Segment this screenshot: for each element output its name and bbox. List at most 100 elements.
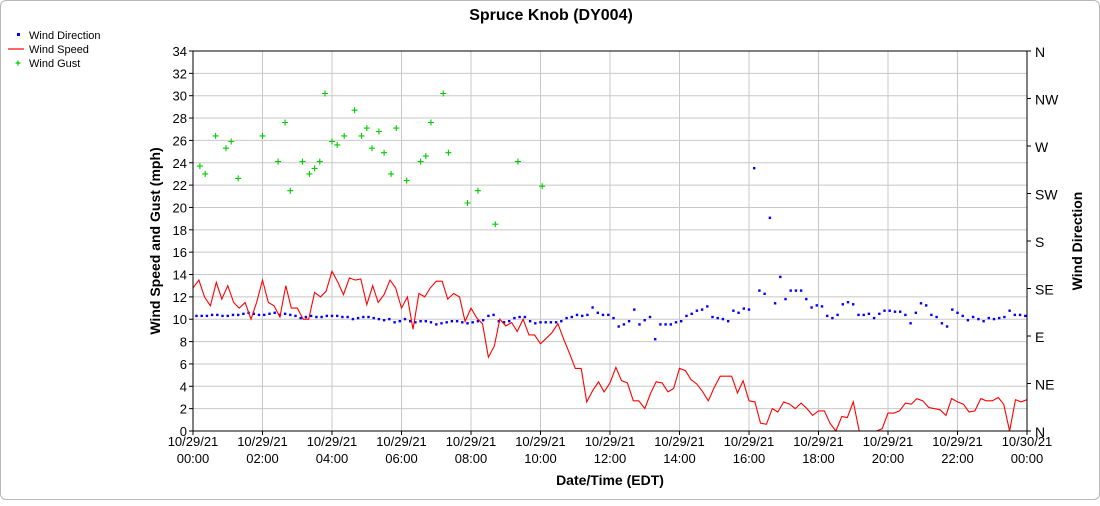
series-layer	[192, 90, 1028, 433]
x-tick-label-time: 12:00	[594, 451, 627, 466]
wind-gust-point	[282, 119, 289, 126]
wind-direction-point	[680, 320, 683, 323]
wind-direction-point	[1024, 314, 1027, 318]
wind-direction-point	[216, 313, 219, 317]
x-tick-label-time: 00:00	[1011, 451, 1044, 466]
y-tick-label: 22	[173, 178, 187, 193]
wind-direction-point	[706, 305, 709, 308]
wind-gust-point	[334, 141, 341, 148]
wind-direction-point	[554, 321, 558, 324]
wind-direction-point	[435, 323, 438, 326]
wind-direction-point	[330, 314, 334, 318]
legend-label-wind-gust: Wind Gust	[29, 58, 80, 70]
wind-direction-point	[857, 313, 860, 317]
wind-direction-point	[445, 321, 448, 324]
wind-gust-point	[403, 177, 410, 184]
wind-direction-point	[398, 320, 401, 323]
wind-direction-point	[721, 317, 725, 321]
y2-axis-ticks: N NE E SE S SW W NW N	[1027, 44, 1059, 440]
wind-gust-point	[393, 125, 400, 132]
wind-gust-point	[351, 107, 358, 114]
wind-direction-point	[674, 321, 678, 324]
wind-gust-point	[329, 138, 335, 145]
wind-direction-point	[690, 312, 693, 315]
wind-gust-point	[464, 200, 471, 206]
wind-direction-point	[878, 312, 881, 315]
wind-direction-point	[794, 289, 798, 292]
wind-direction-point	[1013, 313, 1016, 317]
y-tick-label: 14	[173, 268, 187, 283]
wind-direction-point	[497, 320, 500, 323]
wind-direction-point	[789, 289, 792, 292]
x-axis-title: Date/Time (EDT)	[556, 472, 664, 488]
x-axis-ticks: 10/29/21 00:00 10/29/21 02:00 10/29/21 04:00 1…	[168, 431, 1053, 466]
wind-gust-point	[196, 163, 203, 170]
wind-direction-point	[226, 314, 229, 318]
legend-label-wind-direction: Wind Direction	[29, 30, 101, 42]
y-tick-label: 16	[173, 245, 187, 260]
wind-direction-point	[252, 312, 255, 315]
wind-direction-point	[654, 338, 657, 341]
wind-direction-point	[372, 316, 375, 320]
wind-direction-point	[528, 320, 532, 323]
wind-direction-point	[1008, 309, 1011, 312]
x-tick-label-date: 10/29/21	[446, 434, 497, 449]
wind-direction-point	[1018, 313, 1022, 317]
wind-direction-point	[346, 315, 349, 319]
wind-direction-point	[951, 308, 954, 311]
wind-direction-point	[872, 316, 876, 320]
wind-direction-point	[299, 316, 302, 320]
wind-direction-point	[362, 315, 365, 319]
wind-direction-point	[231, 313, 235, 317]
wind-gust-point	[311, 165, 318, 172]
wind-direction-point	[221, 314, 224, 318]
wind-direction-point	[846, 301, 850, 304]
wind-direction-point	[888, 309, 891, 312]
x-tick-label-time: 04:00	[316, 451, 349, 466]
wind-direction-point	[409, 320, 412, 323]
wind-direction-point	[737, 311, 740, 314]
y2-tick-label: E	[1035, 329, 1044, 345]
wind-direction-point	[977, 317, 980, 321]
x-tick-label-date: 10/29/21	[307, 434, 358, 449]
wind-direction-point	[586, 313, 589, 317]
series-wind-gust	[196, 90, 546, 228]
wind-direction-point	[283, 312, 287, 315]
wind-direction-point	[836, 313, 839, 317]
wind-gust-point	[212, 132, 219, 139]
wind-direction-point	[450, 320, 454, 323]
wind-direction-point	[315, 315, 318, 319]
y2-tick-label: S	[1035, 234, 1044, 250]
wind-direction-point	[508, 320, 511, 323]
wind-direction-point	[289, 313, 292, 317]
wind-direction-point	[841, 303, 844, 306]
wind-direction-point	[664, 323, 667, 326]
y-tick-label: 2	[180, 402, 187, 417]
y-tick-label: 8	[180, 335, 187, 350]
wind-direction-point	[367, 315, 370, 319]
legend-item-wind-direction: Wind Direction	[17, 30, 101, 42]
wind-direction-point	[799, 289, 803, 292]
x-tick-label-date: 10/29/21	[724, 434, 775, 449]
y-tick-label: 20	[173, 200, 187, 215]
wind-direction-point	[482, 319, 485, 322]
wind-direction-point	[382, 319, 386, 322]
wind-direction-point	[893, 310, 897, 313]
wind-direction-point	[966, 319, 970, 322]
wind-direction-point	[304, 315, 308, 319]
y-tick-label: 24	[173, 156, 187, 171]
wind-direction-point	[883, 309, 886, 312]
wind-gust-point	[299, 158, 306, 165]
x-tick-label-date: 10/30/21	[1002, 434, 1053, 449]
wind-direction-point	[659, 323, 662, 326]
wind-direction-point	[539, 321, 542, 324]
wind-direction-point	[763, 292, 766, 295]
wind-gust-point	[228, 138, 235, 145]
wind-direction-point	[998, 316, 1001, 320]
wind-direction-point	[956, 311, 959, 314]
wind-direction-point	[904, 313, 907, 317]
wind-direction-point	[210, 313, 214, 317]
wind-gust-point	[287, 187, 294, 194]
y-tick-label: 12	[173, 290, 187, 305]
wind-direction-point	[758, 289, 761, 292]
